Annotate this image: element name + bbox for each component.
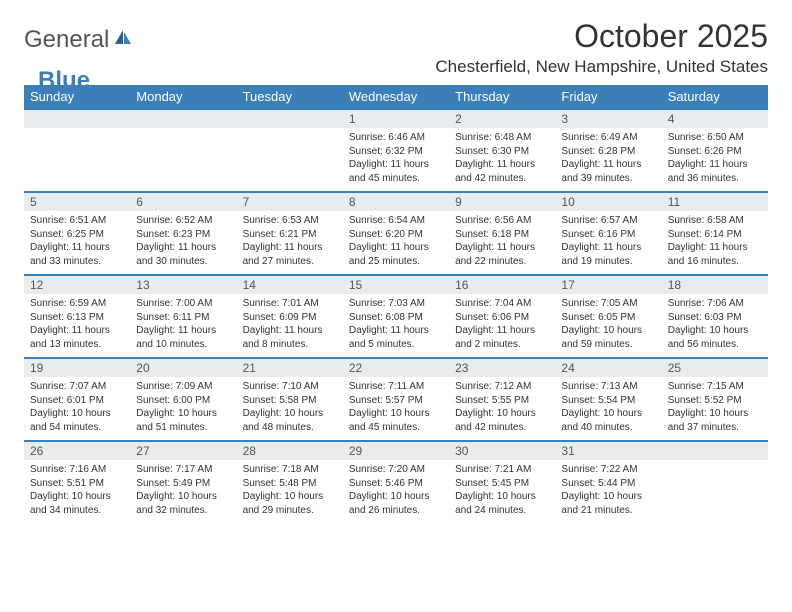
- day-info-cell: [237, 128, 343, 192]
- day-info-cell: Sunrise: 7:11 AMSunset: 5:57 PMDaylight:…: [343, 377, 449, 441]
- day-number-cell: 25: [662, 358, 768, 377]
- day-info-row: Sunrise: 6:46 AMSunset: 6:32 PMDaylight:…: [24, 128, 768, 192]
- day-header: Thursday: [449, 85, 555, 109]
- day-number-cell: 11: [662, 192, 768, 211]
- day-info-cell: Sunrise: 6:59 AMSunset: 6:13 PMDaylight:…: [24, 294, 130, 358]
- title-block: October 2025 Chesterfield, New Hampshire…: [435, 18, 768, 77]
- day-header: Tuesday: [237, 85, 343, 109]
- day-number-cell: 20: [130, 358, 236, 377]
- day-number-cell: 24: [555, 358, 661, 377]
- day-header-row: SundayMondayTuesdayWednesdayThursdayFrid…: [24, 85, 768, 109]
- day-info-cell: Sunrise: 6:57 AMSunset: 6:16 PMDaylight:…: [555, 211, 661, 275]
- day-info-cell: Sunrise: 7:09 AMSunset: 6:00 PMDaylight:…: [130, 377, 236, 441]
- day-info-row: Sunrise: 6:51 AMSunset: 6:25 PMDaylight:…: [24, 211, 768, 275]
- day-info-cell: Sunrise: 7:17 AMSunset: 5:49 PMDaylight:…: [130, 460, 236, 523]
- day-number-row: 12131415161718: [24, 275, 768, 294]
- day-number-cell: 30: [449, 441, 555, 460]
- sail-icon: [113, 28, 133, 51]
- day-number-cell: 27: [130, 441, 236, 460]
- logo-text-blue: Blue: [38, 67, 90, 95]
- day-number-cell: 1: [343, 109, 449, 128]
- day-info-cell: [24, 128, 130, 192]
- day-info-cell: Sunrise: 7:15 AMSunset: 5:52 PMDaylight:…: [662, 377, 768, 441]
- day-number-cell: 14: [237, 275, 343, 294]
- day-info-cell: Sunrise: 7:21 AMSunset: 5:45 PMDaylight:…: [449, 460, 555, 523]
- day-number-row: 19202122232425: [24, 358, 768, 377]
- day-number-row: 262728293031: [24, 441, 768, 460]
- day-number-row: 567891011: [24, 192, 768, 211]
- day-info-cell: Sunrise: 7:18 AMSunset: 5:48 PMDaylight:…: [237, 460, 343, 523]
- day-info-cell: Sunrise: 7:10 AMSunset: 5:58 PMDaylight:…: [237, 377, 343, 441]
- day-number-row: 1234: [24, 109, 768, 128]
- day-number-cell: 23: [449, 358, 555, 377]
- day-info-cell: Sunrise: 7:06 AMSunset: 6:03 PMDaylight:…: [662, 294, 768, 358]
- day-info-cell: Sunrise: 6:48 AMSunset: 6:30 PMDaylight:…: [449, 128, 555, 192]
- logo: General: [24, 18, 135, 54]
- day-info-row: Sunrise: 7:16 AMSunset: 5:51 PMDaylight:…: [24, 460, 768, 523]
- day-number-cell: [130, 109, 236, 128]
- day-header: Saturday: [662, 85, 768, 109]
- day-number-cell: [237, 109, 343, 128]
- day-number-cell: 17: [555, 275, 661, 294]
- day-info-cell: [662, 460, 768, 523]
- day-info-cell: Sunrise: 7:13 AMSunset: 5:54 PMDaylight:…: [555, 377, 661, 441]
- day-number-cell: 5: [24, 192, 130, 211]
- day-info-cell: Sunrise: 6:51 AMSunset: 6:25 PMDaylight:…: [24, 211, 130, 275]
- day-number-cell: 31: [555, 441, 661, 460]
- day-info-cell: Sunrise: 6:53 AMSunset: 6:21 PMDaylight:…: [237, 211, 343, 275]
- day-info-cell: Sunrise: 7:03 AMSunset: 6:08 PMDaylight:…: [343, 294, 449, 358]
- day-number-cell: 6: [130, 192, 236, 211]
- day-number-cell: 12: [24, 275, 130, 294]
- day-info-cell: Sunrise: 7:01 AMSunset: 6:09 PMDaylight:…: [237, 294, 343, 358]
- day-number-cell: 21: [237, 358, 343, 377]
- day-number-cell: [662, 441, 768, 460]
- day-number-cell: 19: [24, 358, 130, 377]
- day-number-cell: 15: [343, 275, 449, 294]
- day-info-cell: Sunrise: 6:56 AMSunset: 6:18 PMDaylight:…: [449, 211, 555, 275]
- day-info-cell: Sunrise: 6:58 AMSunset: 6:14 PMDaylight:…: [662, 211, 768, 275]
- day-number-cell: [24, 109, 130, 128]
- location: Chesterfield, New Hampshire, United Stat…: [435, 57, 768, 77]
- day-info-cell: Sunrise: 6:50 AMSunset: 6:26 PMDaylight:…: [662, 128, 768, 192]
- day-number-cell: 7: [237, 192, 343, 211]
- day-number-cell: 22: [343, 358, 449, 377]
- day-info-cell: Sunrise: 6:54 AMSunset: 6:20 PMDaylight:…: [343, 211, 449, 275]
- day-number-cell: 18: [662, 275, 768, 294]
- day-info-cell: Sunrise: 6:49 AMSunset: 6:28 PMDaylight:…: [555, 128, 661, 192]
- calendar-table: SundayMondayTuesdayWednesdayThursdayFrid…: [24, 85, 768, 523]
- day-info-row: Sunrise: 6:59 AMSunset: 6:13 PMDaylight:…: [24, 294, 768, 358]
- day-info-cell: Sunrise: 7:04 AMSunset: 6:06 PMDaylight:…: [449, 294, 555, 358]
- day-number-cell: 28: [237, 441, 343, 460]
- day-info-cell: Sunrise: 7:07 AMSunset: 6:01 PMDaylight:…: [24, 377, 130, 441]
- day-number-cell: 29: [343, 441, 449, 460]
- day-info-cell: Sunrise: 7:05 AMSunset: 6:05 PMDaylight:…: [555, 294, 661, 358]
- day-info-cell: [130, 128, 236, 192]
- month-title: October 2025: [435, 18, 768, 55]
- day-info-cell: Sunrise: 7:12 AMSunset: 5:55 PMDaylight:…: [449, 377, 555, 441]
- day-info-cell: Sunrise: 7:00 AMSunset: 6:11 PMDaylight:…: [130, 294, 236, 358]
- day-info-cell: Sunrise: 7:20 AMSunset: 5:46 PMDaylight:…: [343, 460, 449, 523]
- day-number-cell: 2: [449, 109, 555, 128]
- day-number-cell: 4: [662, 109, 768, 128]
- day-number-cell: 13: [130, 275, 236, 294]
- day-info-cell: Sunrise: 7:16 AMSunset: 5:51 PMDaylight:…: [24, 460, 130, 523]
- logo-text-general: General: [24, 26, 109, 54]
- day-header: Wednesday: [343, 85, 449, 109]
- day-info-cell: Sunrise: 6:46 AMSunset: 6:32 PMDaylight:…: [343, 128, 449, 192]
- header: General October 2025 Chesterfield, New H…: [24, 18, 768, 77]
- day-number-cell: 10: [555, 192, 661, 211]
- day-number-cell: 26: [24, 441, 130, 460]
- day-info-cell: Sunrise: 7:22 AMSunset: 5:44 PMDaylight:…: [555, 460, 661, 523]
- day-number-cell: 8: [343, 192, 449, 211]
- day-number-cell: 9: [449, 192, 555, 211]
- day-number-cell: 3: [555, 109, 661, 128]
- day-number-cell: 16: [449, 275, 555, 294]
- day-info-row: Sunrise: 7:07 AMSunset: 6:01 PMDaylight:…: [24, 377, 768, 441]
- day-header: Friday: [555, 85, 661, 109]
- day-info-cell: Sunrise: 6:52 AMSunset: 6:23 PMDaylight:…: [130, 211, 236, 275]
- day-header: Monday: [130, 85, 236, 109]
